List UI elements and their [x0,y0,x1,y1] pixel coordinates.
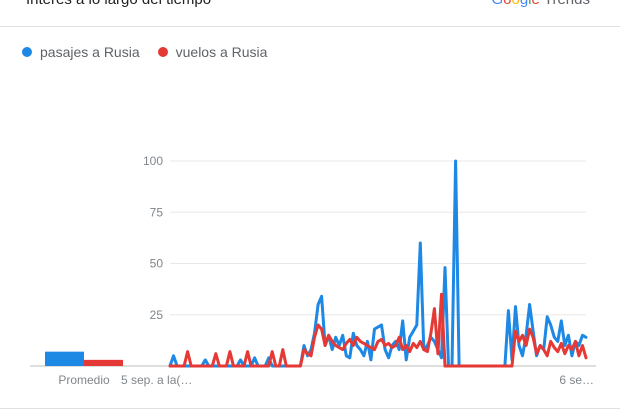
logo-letter: G [491,0,503,8]
legend-swatch-pasajes [22,47,32,57]
y-tick-label: 50 [150,257,164,271]
footer-divider [0,408,620,409]
y-tick-label: 25 [150,308,164,322]
legend-swatch-vuelos [157,47,168,57]
legend-item-vuelos[interactable]: vuelos a Rusia [157,44,268,60]
logo-letter: o [511,0,519,8]
x-tick-label: 5 sep. a la(… [121,373,192,387]
chart-header: Interés a lo largo del tiempo GoogleTren… [0,0,620,27]
average-bar [84,359,123,366]
average-label: Promedio [58,373,110,387]
series-line-vuelos [168,292,588,368]
x-tick-label: 6 se… [559,373,594,387]
series-line-pasajes [168,159,588,368]
logo-product: Trends [544,0,590,8]
average-bar [45,351,84,366]
y-tick-label: 75 [150,205,164,219]
legend-label: vuelos a Rusia [175,44,268,60]
chart-legend: pasajes a Rusia vuelos a Rusia [22,44,267,60]
legend-item-pasajes[interactable]: pasajes a Rusia [22,44,140,60]
logo-letter: e [532,0,540,8]
y-tick-label: 100 [143,154,163,168]
logo-letter: g [520,0,528,8]
google-trends-logo: GoogleTrends [491,0,590,8]
logo-letter: o [503,0,511,8]
legend-label: pasajes a Rusia [40,44,140,60]
logo-letter: l [528,0,531,8]
section-title: Interés a lo largo del tiempo [26,0,211,8]
